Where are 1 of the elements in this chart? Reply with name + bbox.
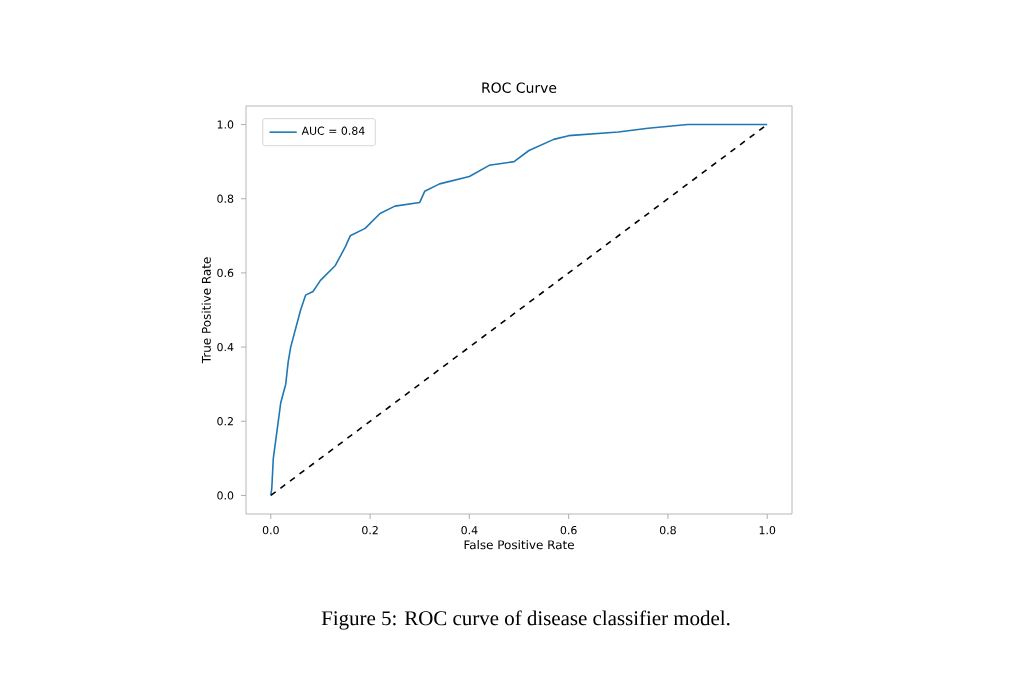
caption: Figure 5: ROC curve of disease classifier model. <box>321 610 730 630</box>
